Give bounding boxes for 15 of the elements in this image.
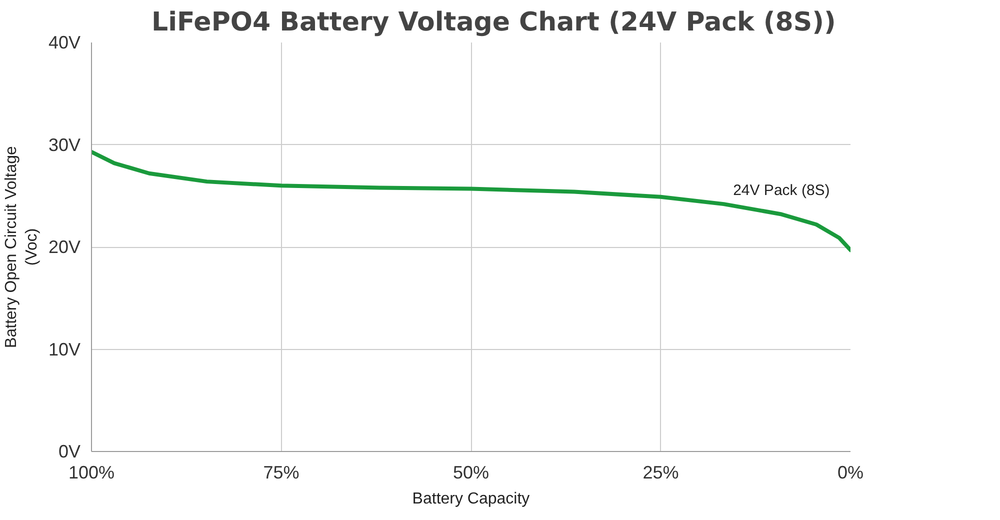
y-tick-label: 20V (48, 237, 81, 257)
x-tick-label: 25% (642, 462, 679, 482)
x-tick-label: 0% (837, 462, 864, 482)
x-tick-label: 75% (263, 462, 300, 482)
y-tick-label: 30V (48, 134, 81, 155)
chart-title: LiFePO4 Battery Voltage Chart (24V Pack (8S)) (152, 8, 836, 38)
y-tick-label: 0V (58, 442, 81, 462)
line-series (92, 150, 850, 252)
y-tick-label: 40V (48, 32, 81, 52)
series-label: 24V Pack (8S) (733, 182, 830, 199)
y-axis-title: Battery Open Circuit Voltage (Voc) (3, 146, 40, 348)
x-axis-title: Battery Capacity (412, 490, 530, 508)
y-tick-label: 10V (48, 339, 81, 360)
x-tick-label: 100% (68, 462, 115, 482)
x-tick-label: 50% (452, 462, 490, 482)
